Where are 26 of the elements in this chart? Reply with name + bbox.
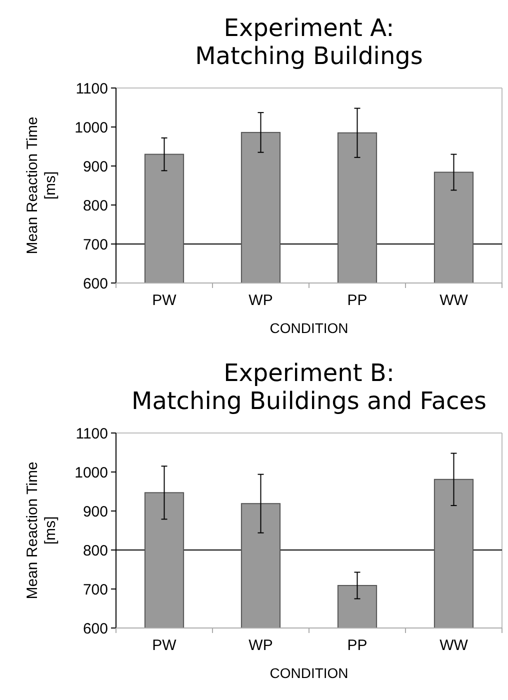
- y-tick-label: 600: [82, 275, 108, 292]
- x-tick-label: PP: [347, 637, 368, 654]
- y-tick-label: 1100: [76, 80, 108, 98]
- x-tick-label: WP: [248, 637, 273, 654]
- x-tick-label: PP: [347, 292, 368, 309]
- x-axis-title: CONDITION: [270, 665, 348, 681]
- chart-title: Experiment A: Matching Buildings: [195, 14, 423, 70]
- y-tick-label: 1100: [76, 425, 108, 442]
- y-tick-label: 700: [82, 581, 108, 598]
- x-tick-label: PW: [152, 637, 178, 654]
- y-tick-label: 800: [82, 542, 108, 560]
- chart-title: Experiment B: Matching Buildings and Faces: [131, 359, 487, 415]
- x-axis-title: CONDITION: [270, 320, 348, 336]
- x-tick-label: WP: [248, 292, 273, 309]
- y-axis-title: Mean Reaction Time [ms]: [24, 116, 59, 254]
- y-tick-label: 900: [82, 158, 108, 176]
- y-tick-label: 600: [82, 620, 108, 638]
- y-tick-label: 700: [82, 236, 108, 254]
- x-tick-label: WW: [440, 637, 469, 654]
- y-tick-label: 1000: [74, 464, 108, 482]
- y-tick-label: 800: [82, 197, 108, 214]
- y-tick-label: 900: [82, 503, 108, 520]
- y-axis-title: Mean Reaction Time [ms]: [24, 462, 59, 600]
- x-tick-label: WW: [440, 292, 469, 309]
- y-tick-label: 1000: [74, 119, 108, 136]
- x-tick-label: PW: [152, 292, 178, 309]
